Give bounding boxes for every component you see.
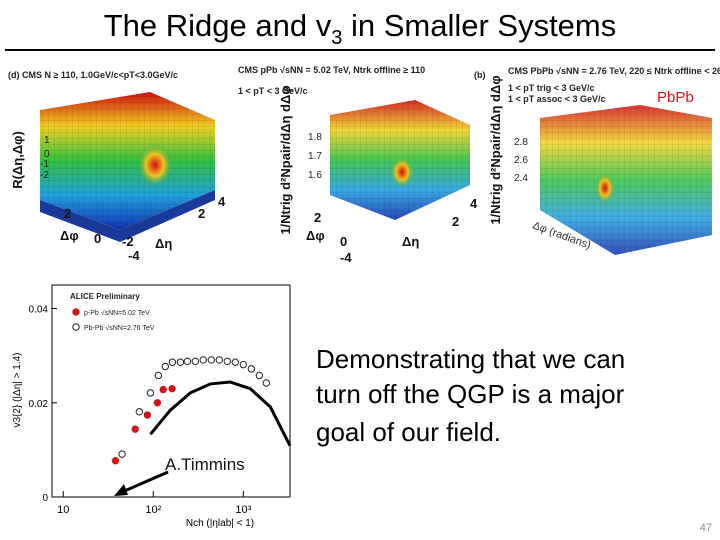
chart-header: ALICE Preliminary (70, 292, 140, 301)
x-tick-label: 10² (145, 504, 161, 516)
z-tick: 0 (44, 149, 50, 160)
data-point (118, 450, 126, 458)
axis-tick: 2 (198, 206, 205, 221)
z-label: 1/Ntrig d²Npair/dΔη dΔφ (488, 75, 503, 224)
page-number: 47 (700, 522, 712, 534)
data-point (262, 379, 271, 387)
figure-subheader: 1 < pT trig < 3 GeV/c (508, 83, 595, 93)
data-point (143, 411, 152, 419)
surface-side (40, 190, 215, 242)
data-point (255, 371, 264, 380)
eta-label: Δη (155, 236, 172, 251)
surface-mesh (40, 92, 215, 230)
eta-label: Δη (402, 234, 419, 249)
figure-subheader: 1 < pT assoc < 3 GeV/c (508, 94, 606, 104)
data-point (159, 385, 167, 394)
body-line: turn off the QGP is a major (316, 379, 625, 409)
figure-subheader: 1 < pT < 3 GeV/c (238, 86, 308, 96)
panel-label: (b) (474, 70, 486, 80)
body-line: Demonstrating that we can (316, 344, 625, 374)
z-label: 1/Ntrig d²Npair/dΔη dΔφ (278, 85, 293, 234)
title-text: The Ridge and v (104, 8, 332, 43)
z-tick: -1 (40, 159, 49, 170)
data-point (199, 356, 207, 364)
arrow-head (114, 484, 128, 496)
axis-tick: 2 (314, 210, 321, 225)
axis-tick: -2 (122, 234, 134, 249)
data-point (146, 389, 155, 397)
legend-label: Pb-Pb √sNN=2.76 TeV (84, 324, 155, 332)
data-point (247, 365, 256, 373)
data-point (223, 357, 232, 366)
figure-ridge-2: CMS pPb √sNN = 5.02 TeV, Ntrk offline ≥ … (238, 65, 478, 265)
axis-tick: 4 (218, 194, 226, 209)
data-point (131, 425, 139, 433)
z-label: R(Δη,Δφ) (10, 131, 25, 189)
peak (137, 143, 173, 187)
z-tick: 1.6 (308, 170, 322, 181)
axis-tick: 2 (452, 214, 459, 229)
figure-header: CMS PbPb √sNN = 2.76 TeV, 220 ≤ Ntrk off… (508, 66, 720, 76)
surface-mesh (540, 105, 712, 255)
phi-label: Δφ (306, 228, 325, 243)
data-point (207, 356, 216, 364)
axis-tick: -4 (128, 248, 140, 263)
peak (390, 156, 414, 188)
legend-marker (72, 308, 80, 316)
y-axis-label: v3{2} (|Δη| > 1.4) (12, 353, 23, 428)
z-tick: 2.4 (514, 173, 528, 184)
data-point (191, 357, 200, 366)
figure-ridge-3: (b) CMS PbPb √sNN = 2.76 TeV, 220 ≤ Ntrk… (474, 66, 720, 255)
data-point (154, 371, 163, 380)
data-point (183, 357, 192, 366)
data-point (215, 356, 223, 364)
y-tick-label: 0 (42, 493, 48, 504)
body-line: goal of our field. (316, 417, 501, 447)
axis-tick: 0 (94, 231, 101, 246)
title-text: in Smaller Systems (342, 8, 616, 43)
x-tick-label: 10 (57, 504, 69, 516)
z-tick: 2.6 (514, 155, 528, 166)
axis-tick: -4 (340, 250, 352, 265)
data-point (231, 358, 240, 366)
figure-ridge-1: (d) CMS N ≥ 110, 1.0GeV/c<pT<3.0GeV/c R(… (8, 70, 226, 263)
legend-marker (72, 323, 80, 331)
y-tick-label: 0.02 (29, 399, 49, 410)
data-point (176, 358, 185, 366)
annotation-arrow (121, 470, 169, 494)
z-tick: 2.8 (514, 137, 528, 148)
z-tick: 1.8 (308, 132, 322, 143)
z-tick: -2 (40, 170, 49, 181)
title-subscript: 3 (331, 27, 342, 49)
data-point (239, 360, 248, 369)
data-point (111, 457, 120, 465)
annotation: A.Timmins (165, 455, 245, 474)
system-label: PbPb (657, 89, 694, 106)
z-tick: 1.7 (308, 151, 322, 162)
figure-header: CMS pPb √sNN = 5.02 TeV, Ntrk offline ≥ … (238, 65, 425, 75)
v3-chart: ALICE Preliminary v3{2} (|Δη| > 1.4) Nch… (12, 284, 292, 529)
y-tick-label: 0.04 (29, 305, 49, 316)
data-point (168, 384, 176, 393)
figure-header: (d) CMS N ≥ 110, 1.0GeV/c<pT<3.0GeV/c (8, 70, 178, 80)
peak (595, 172, 615, 204)
model-curve (149, 380, 292, 447)
slide-title: The Ridge and v3 in Smaller Systems (104, 8, 617, 49)
x-axis-label: Nch (|ηlab| < 1) (186, 518, 254, 529)
z-tick: 1 (44, 135, 50, 146)
axis-tick: 2 (64, 206, 71, 221)
data-point (168, 358, 177, 366)
data-point (153, 399, 162, 407)
legend-label: p-Pb √sNN=5.02 TeV (84, 309, 150, 317)
axis-tick: 4 (470, 196, 478, 211)
data-point (161, 362, 170, 371)
plot-frame (51, 284, 291, 498)
data-point (135, 408, 144, 416)
x-tick-label: 10³ (235, 504, 251, 516)
phi-label: Δφ (60, 228, 79, 243)
axis-tick: 0 (340, 234, 347, 249)
